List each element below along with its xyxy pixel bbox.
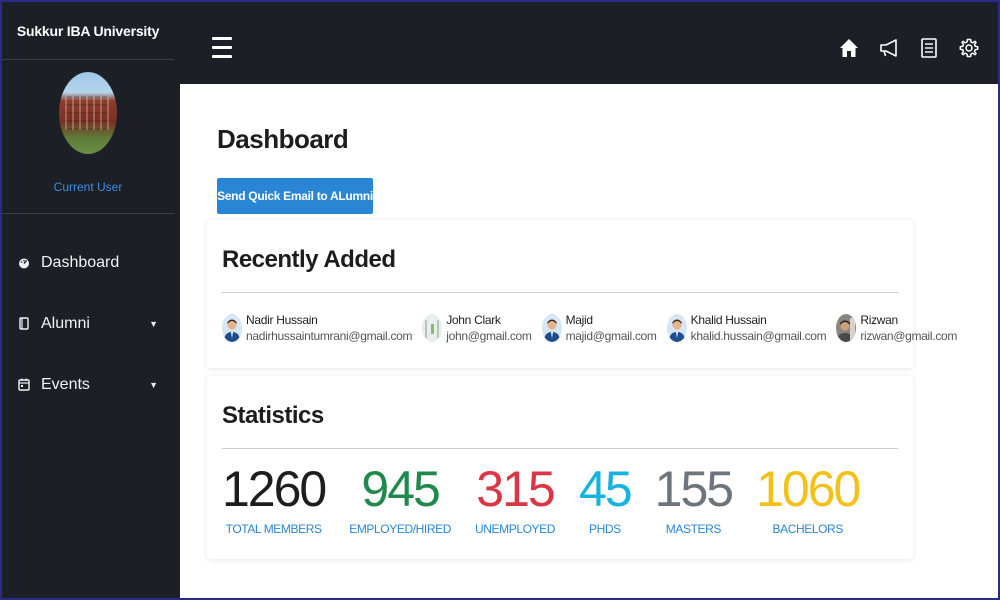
sidebar-item-events[interactable]: Events ▼ <box>2 354 180 415</box>
statistics-title: Statistics <box>222 402 324 429</box>
topbar-actions <box>838 36 980 60</box>
person-email: majid@gmail.com <box>565 329 657 343</box>
avatar <box>666 314 687 342</box>
avatar[interactable] <box>59 72 117 154</box>
avatar <box>222 314 242 342</box>
stat-masters: 155 MASTERS <box>654 461 734 536</box>
stat-value: 155 <box>654 461 734 517</box>
recent-list: Nadir Hussain nadirhussaintumrani@gmail.… <box>222 312 967 344</box>
avatar <box>422 314 443 342</box>
divider <box>222 292 898 293</box>
stat-value: 945 <box>361 461 440 517</box>
stat-label: MASTERS <box>665 522 722 536</box>
sidebar: Sukkur IBA University Current User Dashb… <box>2 2 180 598</box>
megaphone-icon[interactable] <box>878 36 900 60</box>
dashboard-icon <box>18 257 30 269</box>
person-name: John Clark <box>446 313 501 327</box>
person-email: john@gmail.com <box>446 329 532 343</box>
avatar <box>541 314 562 342</box>
sidebar-item-label: Events <box>41 375 90 393</box>
topbar <box>180 2 998 84</box>
main-content: Dashboard Send Quick Email to ALumni Rec… <box>180 84 998 598</box>
sidebar-item-alumni[interactable]: Alumni ▼ <box>2 293 180 354</box>
stat-value: 1060 <box>756 461 861 517</box>
avatar <box>836 314 857 342</box>
menu-toggle-icon[interactable] <box>212 37 232 59</box>
gear-icon[interactable] <box>958 36 980 60</box>
caret-down-icon: ▼ <box>149 379 158 390</box>
stat-label: PHDS <box>588 522 621 536</box>
page-title: Dashboard <box>217 124 349 154</box>
list-item[interactable]: Rizwan rizwan@gmail.com <box>836 312 957 344</box>
person-name: Majid <box>565 313 593 327</box>
list-item[interactable]: Khalid Hussain khalid.hussain@gmail.com <box>666 312 827 344</box>
stat-value: 45 <box>579 461 633 517</box>
person-name: Khalid Hussain <box>690 313 767 327</box>
stat-employed: 945 EMPLOYED/HIRED <box>349 464 451 536</box>
caret-down-icon: ▼ <box>149 318 158 329</box>
home-icon[interactable] <box>838 36 860 60</box>
stat-total-members: 1260 TOTAL MEMBERS <box>222 461 327 536</box>
stat-label: UNEMPLOYED <box>475 522 556 536</box>
sidebar-item-dashboard[interactable]: Dashboard <box>2 232 180 293</box>
stat-label: EMPLOYED/HIRED <box>349 522 451 536</box>
sidebar-nav: Dashboard Alumni ▼ Events ▼ <box>2 232 180 415</box>
list-item[interactable]: Majid majid@gmail.com <box>541 312 657 344</box>
profile-section: Current User <box>2 60 174 214</box>
statistics-card: Statistics 1260 TOTAL MEMBERS 945 EMPLOY… <box>207 376 913 559</box>
calendar-icon <box>18 378 30 391</box>
person-name: Nadir Hussain <box>246 313 318 327</box>
stat-value: 315 <box>476 461 555 517</box>
brand-title: Sukkur IBA University <box>2 2 174 60</box>
stats-row: 1260 TOTAL MEMBERS 945 EMPLOYED/HIRED 31… <box>222 464 883 536</box>
book-icon <box>18 317 30 330</box>
list-item[interactable]: John Clark john@gmail.com <box>422 312 532 344</box>
send-quick-email-button[interactable]: Send Quick Email to ALumni <box>217 178 373 214</box>
stat-unemployed: 315 UNEMPLOYED <box>475 461 556 536</box>
person-email: khalid.hussain@gmail.com <box>690 329 827 343</box>
recently-added-card: Recently Added Nadir Hussain nadirhussai… <box>207 220 957 368</box>
sidebar-item-label: Alumni <box>41 314 90 332</box>
recently-added-title: Recently Added <box>222 246 396 273</box>
sidebar-item-label: Dashboard <box>41 253 120 271</box>
stat-phds: 45 PHDS <box>579 461 633 536</box>
stat-value: 1260 <box>222 461 327 517</box>
current-user-link[interactable]: Current User <box>53 180 123 194</box>
person-name: Rizwan <box>860 313 898 327</box>
stat-label: TOTAL MEMBERS <box>225 522 322 536</box>
list-document-icon[interactable] <box>918 36 940 60</box>
person-email: rizwan@gmail.com <box>860 329 958 343</box>
person-email: nadirhussaintumrani@gmail.com <box>246 329 413 343</box>
list-item[interactable]: Nadir Hussain nadirhussaintumrani@gmail.… <box>222 312 413 344</box>
stat-label: BACHELORS <box>772 522 844 536</box>
stat-bachelors: 1060 BACHELORS <box>756 461 861 536</box>
divider <box>222 448 898 449</box>
